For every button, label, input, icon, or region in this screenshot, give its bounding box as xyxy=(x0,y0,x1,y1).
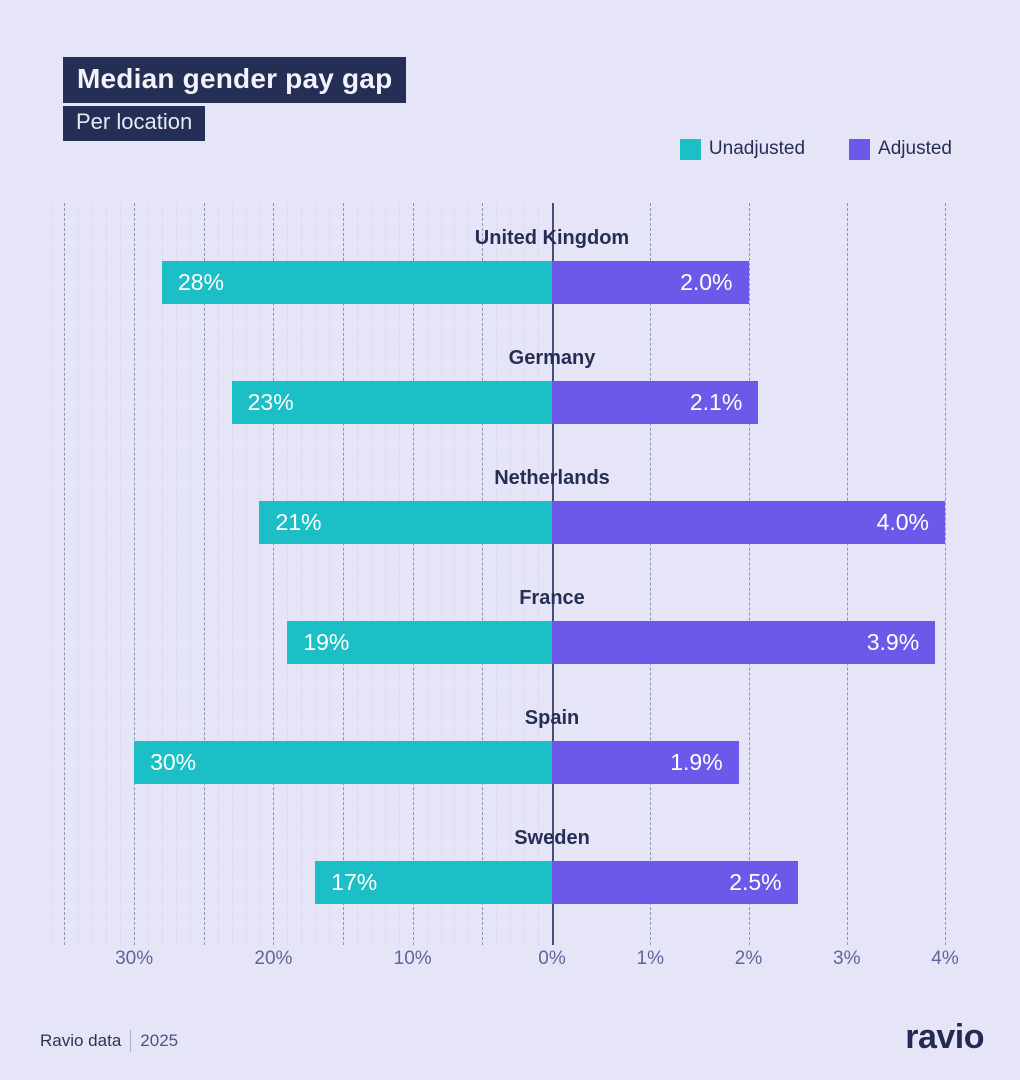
gridline-major-left-10 xyxy=(412,203,414,945)
tick-right-1: 1% xyxy=(636,948,664,969)
gridline-minor-left-17 xyxy=(315,203,317,945)
gridline-minor-left-32 xyxy=(106,203,108,945)
bar-unadjusted-sweden: 17% xyxy=(315,861,552,904)
gridline-minor-left-34 xyxy=(78,203,80,945)
gridline-minor-left-36 xyxy=(50,203,52,945)
bar-unadjusted-france: 19% xyxy=(287,621,552,664)
bar-adjusted-united-kingdom: 2.0% xyxy=(552,261,749,304)
bar-adjusted-spain: 1.9% xyxy=(552,741,739,784)
gridline-minor-left-23 xyxy=(231,203,233,945)
page-subtitle-text: Per location xyxy=(76,109,193,134)
country-label-spain: Spain xyxy=(524,707,580,729)
legend-label-adjusted: Adjusted xyxy=(878,138,952,159)
gridline-minor-left-3 xyxy=(510,203,512,945)
gridline-minor-left-22 xyxy=(245,203,247,945)
gridline-major-right-4 xyxy=(945,203,946,945)
tick-right-4: 4% xyxy=(931,948,959,969)
gridline-minor-left-12 xyxy=(384,203,386,945)
gridline-major-right-1 xyxy=(650,203,652,945)
gridline-minor-left-29 xyxy=(148,203,150,945)
chart-plot-area: United Kingdom 28% 2.0% Germany 23% 2.1% Nethe… xyxy=(0,203,1020,945)
gridline-minor-left-7 xyxy=(454,203,456,945)
gridline-minor-left-11 xyxy=(398,203,400,945)
gridline-minor-left-16 xyxy=(329,203,331,945)
zero-axis-line xyxy=(552,203,554,945)
gridline-minor-left-28 xyxy=(161,203,163,945)
gridline-major-left-15 xyxy=(343,203,345,945)
gridline-minor-left-21 xyxy=(259,203,261,945)
gridline-minor-left-31 xyxy=(120,203,122,945)
gridline-major-left-25 xyxy=(203,203,205,945)
gridline-minor-left-24 xyxy=(217,203,219,945)
country-label-netherlands: Netherlands xyxy=(494,467,610,489)
tick-left-10: 10% xyxy=(393,948,432,969)
tick-left-20: 20% xyxy=(254,948,293,969)
legend-item-unadjusted: Unadjusted xyxy=(679,138,806,160)
gridline-minor-left-26 xyxy=(189,203,191,945)
page-title: Median gender pay gap xyxy=(63,57,407,103)
x-axis: 30% 20% 10% 0% 1% 2% 3% 4% xyxy=(0,948,1020,978)
gridline-major-left-30 xyxy=(134,203,136,945)
bar-adjusted-germany: 2.1% xyxy=(552,381,759,424)
gridline-major-left-35 xyxy=(64,203,66,945)
footer-source-text: Ravio data xyxy=(40,1031,122,1050)
tick-right-2: 2% xyxy=(734,948,763,969)
gridline-minor-left-14 xyxy=(356,203,358,945)
legend-label-unadjusted: Unadjusted xyxy=(708,138,806,159)
ravio-logo: ravio xyxy=(905,1018,984,1056)
gridline-minor-left-33 xyxy=(92,203,94,945)
gridline-minor-left-2 xyxy=(524,203,526,945)
unadjusted-swatch-icon xyxy=(679,138,701,160)
gridline-major-left-5 xyxy=(482,203,484,945)
gridline-minor-left-19 xyxy=(287,203,289,945)
gridline-minor-left-9 xyxy=(426,203,428,945)
tick-right-3: 3% xyxy=(833,948,861,969)
tick-zero: 0% xyxy=(538,948,566,969)
bar-unadjusted-netherlands: 21% xyxy=(259,501,552,544)
gridline-major-right-3 xyxy=(846,203,848,945)
legend: Unadjusted Adjusted xyxy=(679,138,952,160)
footer-separator xyxy=(130,1030,132,1052)
gridline-minor-left-27 xyxy=(175,203,177,945)
gridline-minor-left-1 xyxy=(538,203,540,945)
country-label-germany: Germany xyxy=(508,347,596,369)
country-label-united-kingdom: United Kingdom xyxy=(474,227,630,249)
bar-unadjusted-united-kingdom: 28% xyxy=(161,261,552,304)
bar-adjusted-france: 3.9% xyxy=(552,621,936,664)
gridline-major-left-20 xyxy=(273,203,275,945)
footer-source: Ravio data 2025 xyxy=(40,1030,178,1052)
gridline-minor-left-6 xyxy=(468,203,470,945)
page-subtitle: Per location xyxy=(63,106,206,141)
footer-year: 2025 xyxy=(140,1031,179,1050)
country-label-sweden: Sweden xyxy=(514,827,590,849)
gridline-minor-left-4 xyxy=(496,203,498,945)
bar-adjusted-netherlands: 4.0% xyxy=(552,501,945,544)
country-label-france: France xyxy=(519,587,585,609)
tick-left-30: 30% xyxy=(115,948,154,969)
gridline-minor-left-18 xyxy=(301,203,303,945)
bar-adjusted-sweden: 2.5% xyxy=(552,861,798,904)
gridline-minor-left-8 xyxy=(440,203,442,945)
gridline-major-right-2 xyxy=(748,203,750,945)
legend-item-adjusted: Adjusted xyxy=(849,138,952,160)
gridline-minor-left-13 xyxy=(370,203,372,945)
adjusted-swatch-icon xyxy=(849,138,871,160)
bar-unadjusted-germany: 23% xyxy=(231,381,552,424)
bar-unadjusted-spain: 30% xyxy=(134,741,552,784)
page-title-text: Median gender pay gap xyxy=(77,63,393,94)
